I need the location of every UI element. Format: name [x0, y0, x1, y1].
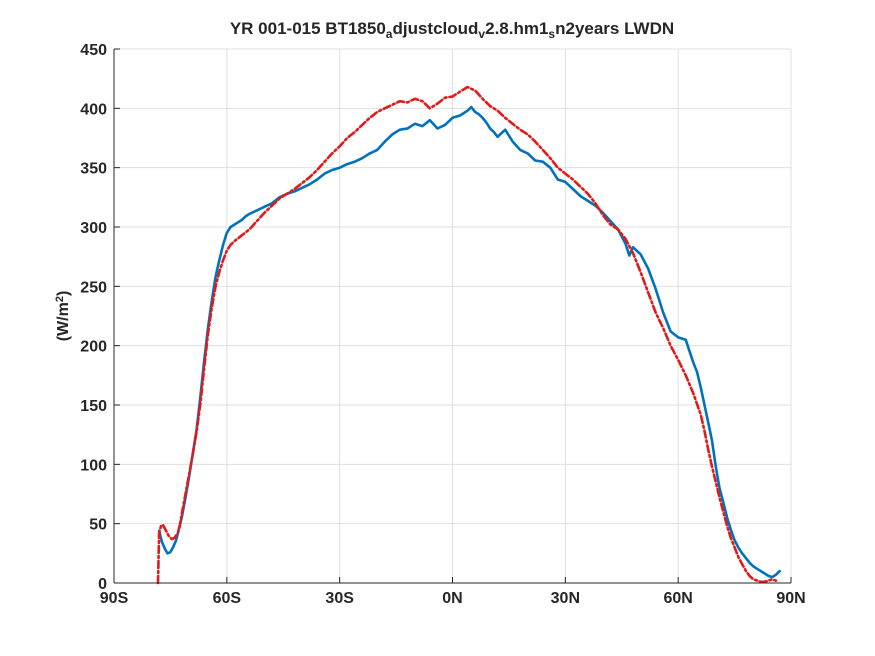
y-tick-label: 200: [80, 339, 107, 356]
y-tick-label: 0: [98, 576, 107, 593]
axes: [113, 48, 792, 584]
y-tick-label: 250: [80, 279, 107, 296]
x-tick-label: 60S: [213, 590, 242, 607]
y-tick-label: 350: [80, 161, 107, 178]
tick-labels: 90S 60S 30S 0N 30N 60N 90N 0 50 100 150 200 250 300 35…: [80, 42, 805, 607]
x-tick-label: 30S: [325, 590, 354, 607]
y-tick-label: 50: [89, 517, 107, 534]
series-lines: [156, 85, 781, 585]
y-tick-label: 150: [80, 398, 107, 415]
x-tick-label: 90S: [100, 590, 129, 607]
y-label-close: ): [55, 291, 72, 296]
y-tick-label: 450: [80, 42, 107, 59]
y-tick-label: 400: [80, 101, 107, 118]
y-tick-label: 300: [80, 220, 107, 237]
gridlines: [113, 48, 792, 584]
y-axis-label: (W/m2): [54, 291, 72, 342]
title-segment: n2years LWDN: [555, 19, 674, 38]
x-tick-label: 30N: [551, 590, 580, 607]
y-tick-label: 100: [80, 457, 107, 474]
title-segment: YR 001-015 BT1850: [230, 19, 386, 38]
title-segment: djustcloud: [392, 19, 478, 38]
series-line-1: [157, 105, 781, 579]
title-segment: 2.8.hm1: [485, 19, 548, 38]
x-tick-label: 90N: [776, 590, 805, 607]
x-tick-label: 0N: [442, 590, 462, 607]
title-subscript: v: [478, 27, 485, 41]
series-line-2: [156, 85, 778, 585]
x-tick-label: 60N: [663, 590, 692, 607]
title-subscript: a: [386, 27, 393, 41]
y-label-superscript: 2: [54, 296, 66, 302]
y-label-main: (W/m: [55, 302, 72, 341]
title-subscript: s: [548, 27, 555, 41]
chart-title: YR 001-015 BT1850adjustcloudv2.8.hm1sn2y…: [230, 19, 674, 41]
